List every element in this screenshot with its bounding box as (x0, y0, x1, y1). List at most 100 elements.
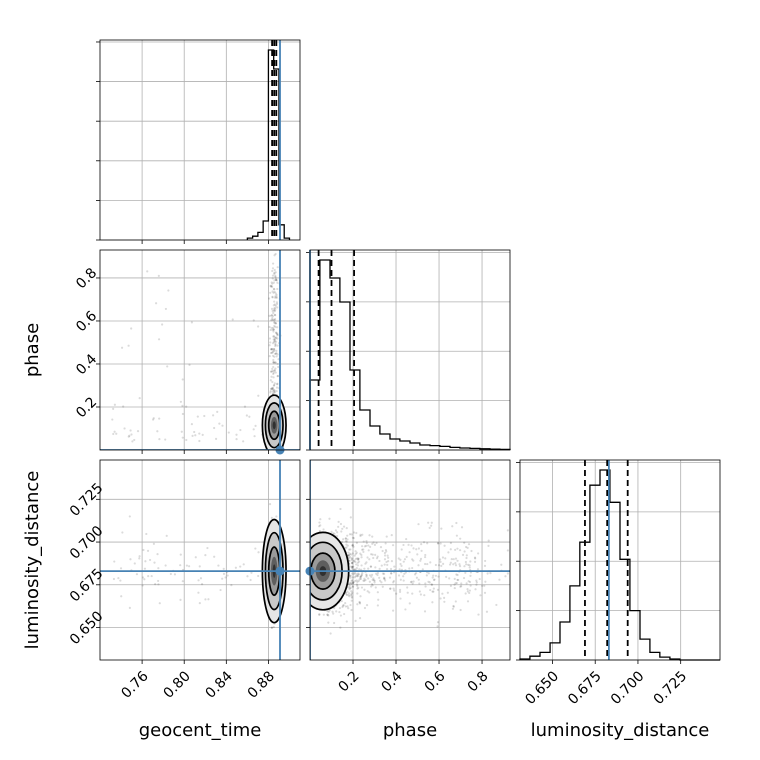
sample-point (436, 588, 440, 591)
sample-point (348, 548, 351, 551)
sample-point (454, 557, 458, 560)
sample-point (270, 351, 274, 354)
sample-point (398, 588, 402, 591)
sample-point (424, 562, 427, 566)
sample-point (354, 552, 357, 556)
sample-point (487, 539, 490, 542)
sample-point (415, 548, 418, 551)
sample-point (350, 566, 354, 569)
sample-point (242, 563, 245, 566)
sample-point (164, 438, 167, 441)
sample-point (347, 556, 351, 560)
sample-point (418, 590, 421, 593)
sample-point (194, 556, 197, 559)
sample-point (369, 565, 373, 568)
sample-point (273, 310, 276, 313)
sample-point (252, 428, 255, 431)
sample-point (392, 587, 395, 590)
sample-point (276, 344, 279, 347)
sample-point (227, 431, 230, 434)
sample-point (276, 353, 279, 356)
sample-point (449, 541, 452, 545)
sample-point (485, 610, 489, 613)
sample-point (345, 620, 348, 623)
sample-point (391, 544, 395, 547)
sample-point (468, 580, 472, 584)
y-axis-label-phase: phase (22, 323, 43, 377)
sample-point (399, 558, 402, 561)
sample-point (270, 348, 273, 351)
sample-point (355, 563, 358, 566)
sample-point (423, 610, 427, 613)
sample-point (213, 555, 216, 558)
sample-point (402, 560, 405, 563)
sample-point (424, 585, 427, 588)
sample-point (368, 580, 371, 583)
sample-point (350, 579, 353, 582)
sample-point (274, 278, 278, 281)
sample-point (197, 591, 200, 594)
sample-point (385, 560, 388, 564)
sample-point (421, 568, 424, 571)
sample-point (349, 548, 352, 551)
sample-point (483, 564, 487, 567)
sample-point (453, 577, 456, 580)
y-axis-label-luminosity-distance: luminosity_distance (22, 471, 43, 650)
sample-point (373, 581, 376, 584)
sample-point (365, 573, 368, 576)
sample-point (345, 540, 348, 543)
sample-point (430, 524, 433, 527)
sample-point (455, 521, 458, 525)
sample-point (204, 598, 207, 601)
sample-point (392, 581, 395, 584)
sample-point (465, 563, 468, 566)
sample-point (412, 547, 415, 550)
sample-point (332, 532, 335, 535)
sample-point (441, 556, 445, 559)
sample-point (360, 553, 363, 557)
sample-point (169, 572, 172, 576)
sample-point (120, 595, 123, 598)
sample-point (252, 319, 255, 322)
sample-point (426, 562, 429, 566)
sample-point (432, 574, 435, 577)
sample-point (429, 561, 432, 564)
sample-point (465, 554, 468, 557)
sample-point (272, 287, 275, 291)
sample-point (350, 592, 353, 596)
sample-point (367, 577, 370, 580)
sample-point (221, 424, 224, 427)
sample-point (273, 389, 276, 392)
y-tick-label: 0.725 (67, 480, 107, 520)
sample-point (129, 558, 132, 561)
sample-point (424, 582, 427, 585)
sample-point (449, 548, 452, 551)
sample-point (273, 300, 276, 303)
sample-point (271, 386, 274, 389)
sample-point (427, 580, 430, 583)
sample-point (390, 572, 393, 575)
sample-point (275, 295, 278, 298)
sample-point (387, 556, 390, 559)
sample-point (433, 578, 436, 581)
sample-point (274, 367, 277, 370)
sample-point (498, 578, 501, 581)
sample-point (274, 325, 277, 329)
sample-point (348, 555, 352, 558)
sample-point (409, 581, 413, 584)
sample-point (273, 272, 276, 275)
sample-point (274, 342, 277, 345)
sample-point (368, 574, 372, 577)
sample-point (358, 600, 361, 604)
sample-point (403, 572, 406, 575)
sample-point (276, 375, 279, 378)
sample-point (412, 559, 415, 562)
scatter-points (100, 250, 300, 450)
sample-point (348, 559, 351, 563)
sample-point (351, 567, 354, 570)
sample-point (364, 562, 367, 565)
sample-point (443, 544, 446, 547)
sample-point (141, 584, 144, 587)
sample-point (385, 535, 388, 538)
sample-point (156, 430, 159, 433)
